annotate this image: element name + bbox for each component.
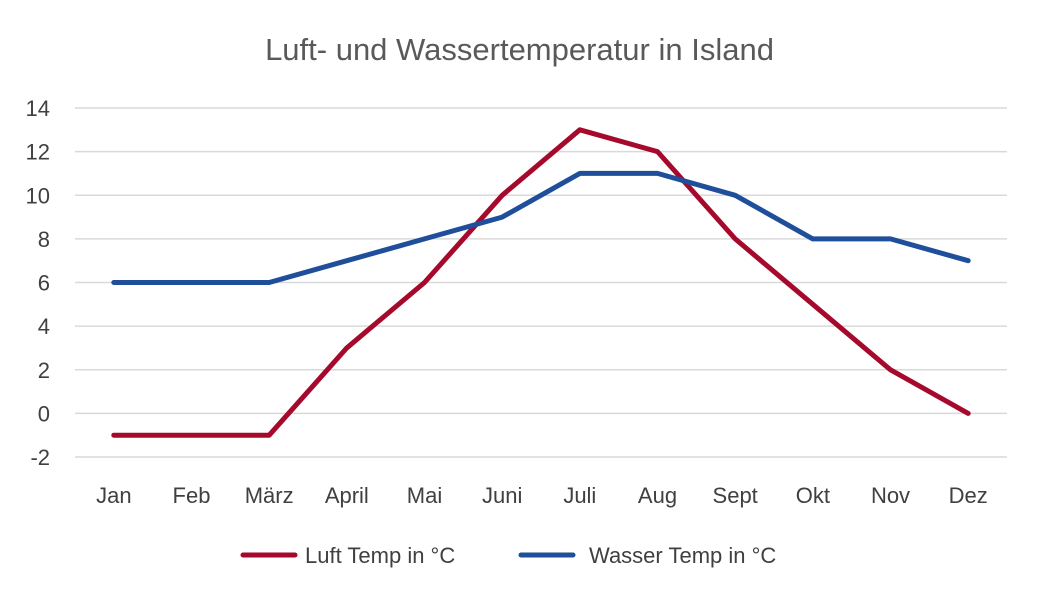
y-tick-label: 10 bbox=[26, 183, 50, 208]
x-tick-label: Feb bbox=[173, 483, 211, 508]
series-lines bbox=[111, 127, 971, 438]
series-line-wasser bbox=[111, 170, 971, 285]
x-tick-label: Juni bbox=[482, 483, 522, 508]
series-line-luft bbox=[111, 127, 971, 438]
x-tick-label: Nov bbox=[871, 483, 910, 508]
x-tick-label: Mai bbox=[407, 483, 442, 508]
x-tick-label: Aug bbox=[638, 483, 677, 508]
x-tick-label: Jan bbox=[96, 483, 131, 508]
legend-label: Wasser Temp in °C bbox=[589, 543, 776, 568]
y-axis-ticks: -2 0 2 4 6 8 10 12 14 bbox=[26, 96, 50, 470]
y-tick-label: -2 bbox=[30, 445, 50, 470]
legend-label: Luft Temp in °C bbox=[305, 543, 455, 568]
x-axis-ticks: Jan Feb März April Mai Juni Juli Aug Sept Okt Nov D… bbox=[96, 483, 988, 508]
x-tick-label: Okt bbox=[796, 483, 830, 508]
y-tick-label: 2 bbox=[38, 358, 50, 383]
y-tick-label: 12 bbox=[26, 140, 50, 165]
x-tick-label: Juli bbox=[563, 483, 596, 508]
x-tick-label: Sept bbox=[713, 483, 758, 508]
legend: Luft Temp in °C Wasser Temp in °C bbox=[240, 543, 776, 568]
y-tick-label: 14 bbox=[26, 96, 50, 121]
y-tick-label: 6 bbox=[38, 271, 50, 296]
x-tick-label: Dez bbox=[949, 483, 988, 508]
y-tick-label: 4 bbox=[38, 314, 50, 339]
x-tick-label: April bbox=[325, 483, 369, 508]
y-tick-label: 0 bbox=[38, 401, 50, 426]
x-tick-label: März bbox=[245, 483, 294, 508]
y-tick-label: 8 bbox=[38, 227, 50, 252]
chart-title: Luft- und Wassertemperatur in Island bbox=[265, 32, 774, 67]
